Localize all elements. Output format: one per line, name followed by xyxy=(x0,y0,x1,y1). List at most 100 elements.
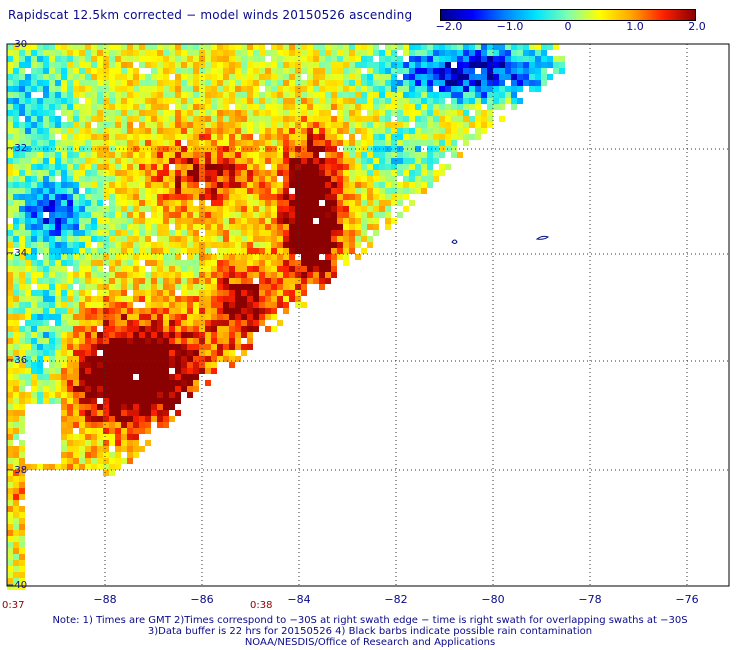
wind-difference-cell xyxy=(19,488,25,494)
wind-difference-cell xyxy=(55,302,61,308)
wind-difference-cell xyxy=(181,92,187,98)
wind-difference-cell xyxy=(445,86,451,92)
wind-difference-cell xyxy=(175,260,181,266)
wind-difference-cell xyxy=(31,332,37,338)
wind-difference-cell xyxy=(115,290,121,296)
wind-difference-cell xyxy=(259,284,265,290)
wind-difference-cell xyxy=(247,92,253,98)
wind-difference-cell xyxy=(289,248,295,254)
wind-difference-cell xyxy=(49,218,55,224)
wind-difference-cell xyxy=(499,104,505,110)
wind-difference-cell xyxy=(145,284,151,290)
wind-difference-cell xyxy=(361,212,367,218)
wind-difference-cell xyxy=(205,44,211,50)
wind-difference-cell xyxy=(265,260,271,266)
wind-difference-cell xyxy=(163,314,169,320)
wind-difference-cell xyxy=(295,266,301,272)
wind-difference-cell xyxy=(265,296,271,302)
wind-difference-cell xyxy=(97,62,103,68)
wind-difference-cell xyxy=(217,302,223,308)
wind-difference-cell xyxy=(457,128,463,134)
wind-difference-cell xyxy=(325,194,331,200)
wind-difference-cell xyxy=(43,146,49,152)
wind-difference-cell xyxy=(223,80,229,86)
wind-difference-cell xyxy=(37,164,43,170)
wind-difference-cell xyxy=(481,50,487,56)
wind-difference-cell xyxy=(43,206,49,212)
wind-difference-cell xyxy=(7,152,13,158)
wind-difference-cell xyxy=(13,404,19,410)
wind-difference-cell xyxy=(349,182,355,188)
wind-difference-cell xyxy=(67,206,73,212)
wind-difference-cell xyxy=(67,182,73,188)
wind-difference-cell xyxy=(427,56,433,62)
wind-difference-cell xyxy=(331,134,337,140)
wind-difference-cell xyxy=(349,242,355,248)
wind-difference-cell xyxy=(25,326,31,332)
wind-difference-cell xyxy=(313,272,319,278)
wind-difference-cell xyxy=(115,146,121,152)
wind-difference-cell xyxy=(145,380,151,386)
wind-difference-cell xyxy=(19,200,25,206)
wind-difference-cell xyxy=(79,116,85,122)
wind-difference-cell xyxy=(31,98,37,104)
wind-difference-cell xyxy=(193,86,199,92)
wind-difference-cell xyxy=(7,452,13,458)
wind-difference-cell xyxy=(85,158,91,164)
wind-difference-cell xyxy=(97,428,103,434)
wind-difference-cell xyxy=(13,560,19,566)
wind-difference-cell xyxy=(175,176,181,182)
wind-difference-cell xyxy=(511,62,517,68)
wind-difference-cell xyxy=(193,140,199,146)
lon-tick-78: −78 xyxy=(578,593,602,606)
wind-difference-cell xyxy=(67,452,73,458)
wind-difference-cell xyxy=(73,158,79,164)
wind-difference-cell xyxy=(409,74,415,80)
wind-difference-cell xyxy=(13,476,19,482)
wind-difference-cell xyxy=(175,374,181,380)
wind-difference-cell xyxy=(445,140,451,146)
wind-difference-cell xyxy=(271,62,277,68)
wind-difference-cell xyxy=(73,338,79,344)
wind-difference-cell xyxy=(61,422,67,428)
wind-difference-cell xyxy=(229,194,235,200)
wind-difference-cell xyxy=(139,314,145,320)
wind-difference-cell xyxy=(475,110,481,116)
wind-difference-cell xyxy=(55,254,61,260)
wind-difference-cell xyxy=(61,386,67,392)
wind-difference-cell xyxy=(307,194,313,200)
wind-difference-cell xyxy=(193,236,199,242)
wind-difference-cell xyxy=(283,134,289,140)
wind-difference-cell xyxy=(367,176,373,182)
wind-difference-cell xyxy=(259,296,265,302)
wind-difference-cell xyxy=(385,152,391,158)
wind-difference-cell xyxy=(349,176,355,182)
wind-difference-cell xyxy=(139,350,145,356)
wind-difference-cell xyxy=(259,68,265,74)
wind-difference-cell xyxy=(295,302,301,308)
wind-difference-cell xyxy=(73,224,79,230)
wind-difference-cell xyxy=(223,320,229,326)
wind-difference-cell xyxy=(265,86,271,92)
wind-difference-cell xyxy=(193,116,199,122)
wind-difference-cell xyxy=(79,164,85,170)
wind-difference-cell xyxy=(169,344,175,350)
wind-difference-cell xyxy=(133,50,139,56)
wind-difference-cell xyxy=(145,326,151,332)
wind-difference-cell xyxy=(259,62,265,68)
wind-difference-cell xyxy=(235,278,241,284)
wind-difference-cell xyxy=(37,176,43,182)
wind-difference-cell xyxy=(211,170,217,176)
wind-difference-cell xyxy=(55,62,61,68)
wind-difference-cell xyxy=(175,134,181,140)
wind-difference-cell xyxy=(163,392,169,398)
wind-difference-cell xyxy=(109,44,115,50)
wind-difference-cell xyxy=(67,92,73,98)
wind-difference-cell xyxy=(79,230,85,236)
wind-difference-cell xyxy=(229,86,235,92)
wind-difference-cell xyxy=(175,386,181,392)
wind-difference-cell xyxy=(43,302,49,308)
wind-difference-cell xyxy=(211,200,217,206)
wind-difference-cell xyxy=(325,122,331,128)
wind-difference-cell xyxy=(13,116,19,122)
